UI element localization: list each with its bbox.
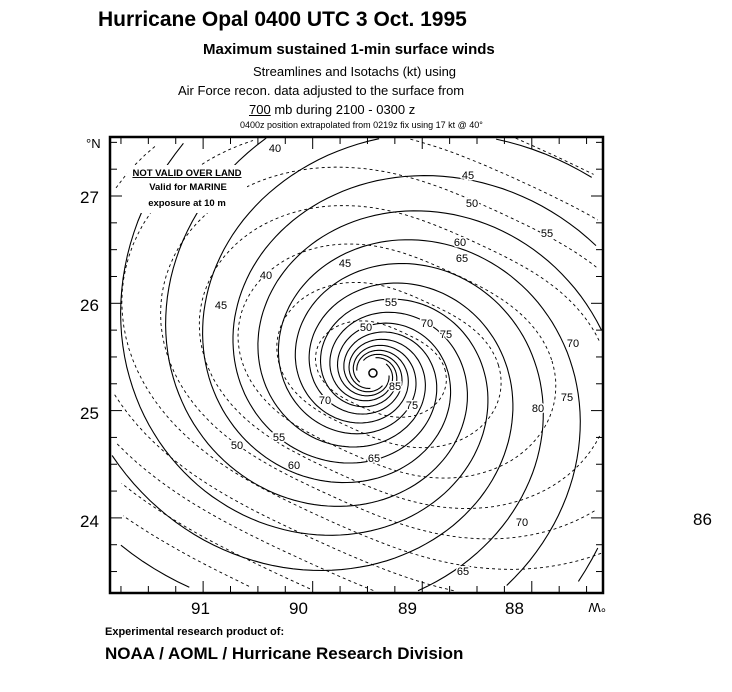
isotach-label: 45 xyxy=(215,300,227,312)
isotach-label: 80 xyxy=(532,403,544,415)
isotach-65 xyxy=(160,166,599,540)
isotach-label: 55 xyxy=(273,432,285,444)
isotach-60 xyxy=(121,138,602,570)
streamline xyxy=(165,137,468,507)
isotach-label: 65 xyxy=(457,566,469,578)
isotach-label: 65 xyxy=(368,453,380,465)
isotach-55 xyxy=(113,137,594,592)
warning-line-3: exposure at 10 m xyxy=(148,198,226,209)
isotach-label: 40 xyxy=(269,143,281,155)
isotach-label: 70 xyxy=(516,517,528,529)
level-time-text: mb during 2100 - 0300 z xyxy=(270,102,416,117)
warning-box xyxy=(127,165,247,213)
isotach-label: 70 xyxy=(567,338,579,350)
isotach-label: 55 xyxy=(385,297,397,309)
position-note: 0400z position extrapolated from 0219z f… xyxy=(240,120,483,130)
isotach-label: 70 xyxy=(421,318,433,330)
map-subtitle: Maximum sustained 1-min surface winds xyxy=(203,41,495,58)
credit-organization: NOAA / AOML / Hurricane Research Divisio… xyxy=(105,644,464,663)
credit-line: Experimental research product of: xyxy=(105,626,285,638)
warning-line-2: Valid for MARINE xyxy=(149,182,227,193)
streamline xyxy=(257,210,602,582)
plot-frame xyxy=(108,135,605,595)
contour-layer xyxy=(111,137,602,592)
isotach-label: 50 xyxy=(360,322,372,334)
lon-tick-label: 90 xyxy=(289,599,308,618)
method-line: Streamlines and Isotachs (kt) using xyxy=(253,64,457,79)
storm-center-marker xyxy=(368,368,378,378)
level-time-line: 700 mb during 2100 - 0300 z xyxy=(249,102,415,117)
isotach-label: 70 xyxy=(319,395,331,407)
lon-tick-label: 91 xyxy=(191,599,210,618)
streamline xyxy=(111,282,514,572)
lat-tick-label: 24 xyxy=(80,512,99,531)
level-value: 700 xyxy=(249,102,271,117)
streamline xyxy=(202,138,592,484)
isotach-label: 50 xyxy=(231,440,243,452)
isotach-label: 75 xyxy=(406,400,418,412)
isotach-70 xyxy=(198,205,601,509)
lat-tick-label: 25 xyxy=(80,404,99,423)
map-title: Hurricane Opal 0400 UTC 3 Oct. 1995 xyxy=(98,8,467,31)
isotach-40 xyxy=(122,515,250,587)
isotach-label: 50 xyxy=(466,198,478,210)
data-source-line: Air Force recon. data adjusted to the su… xyxy=(178,83,465,98)
lat-unit-label: °N xyxy=(86,136,101,151)
stray-label: 86 xyxy=(693,510,712,529)
streamline xyxy=(277,239,581,586)
isotach-label: 60 xyxy=(454,237,466,249)
isotach-label: 45 xyxy=(462,170,474,182)
lon-tick-label: 88 xyxy=(505,599,524,618)
lat-tick-label: 26 xyxy=(80,296,99,315)
streamline xyxy=(120,262,544,592)
isotach-label: 55 xyxy=(541,228,553,240)
isotach-label: 45 xyxy=(339,258,351,270)
isotach-label: 40 xyxy=(260,270,272,282)
isotach-label: 60 xyxy=(288,460,300,472)
streamline xyxy=(120,142,489,536)
isotach-label: 75 xyxy=(440,329,452,341)
tick-marks xyxy=(110,137,603,593)
isotach-label: 85 xyxy=(389,381,401,393)
streamline xyxy=(232,175,597,464)
lat-tick-label: 27 xyxy=(80,188,99,207)
isotach-label: 75 xyxy=(561,392,573,404)
lon-tick-label: 89 xyxy=(398,599,417,618)
isotach-45 xyxy=(121,483,311,590)
isotach-label: 65 xyxy=(456,253,468,265)
warning-line-1: NOT VALID OVER LAND xyxy=(132,168,241,179)
lon-unit-label: °W xyxy=(588,600,606,615)
